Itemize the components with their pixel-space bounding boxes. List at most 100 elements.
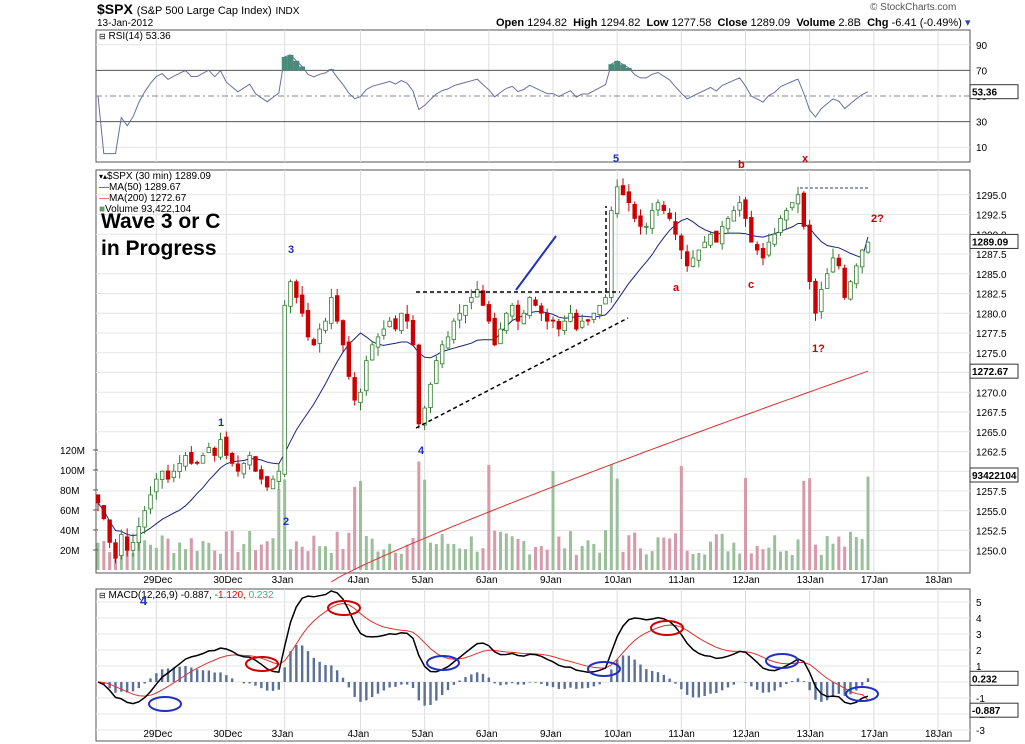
candle-body — [130, 541, 136, 551]
macd-histogram-bar — [808, 682, 811, 691]
volume-bar — [703, 554, 707, 570]
macd-histogram-bar — [615, 659, 619, 682]
volume-bar — [405, 544, 409, 570]
macd-histogram-bar — [744, 682, 747, 683]
macd-histogram-bar — [137, 682, 141, 689]
macd-histogram-bar — [499, 682, 502, 686]
x-tick-label: 18Jan — [925, 575, 952, 586]
volume-bar — [137, 533, 141, 570]
x-tick-label-macd: 11Jan — [668, 729, 695, 740]
volume-bar — [761, 549, 765, 570]
candle-body — [171, 470, 177, 478]
candle-body — [644, 225, 649, 228]
x-tick-label: 11Jan — [668, 575, 695, 586]
candle-body — [807, 224, 812, 283]
volume-bar — [347, 532, 351, 570]
close-label: Close — [717, 17, 748, 29]
macd-histogram-bar — [522, 682, 526, 685]
macd-histogram-bar — [452, 682, 456, 685]
candle-body — [848, 281, 853, 300]
chart-date: 13-Jan-2012 — [97, 18, 154, 29]
macd-histogram-bar — [586, 682, 590, 688]
volume-bar — [796, 539, 800, 570]
volume-bar — [656, 537, 660, 570]
wave-label: 1? — [812, 343, 825, 355]
macd-histogram-bar — [668, 678, 671, 682]
macd-histogram-bar — [645, 669, 648, 682]
volume-bar — [843, 546, 847, 570]
candle-body — [148, 494, 153, 510]
volume-bar — [201, 540, 205, 570]
macd-histogram-bar — [709, 682, 712, 694]
macd-histogram-bar — [417, 682, 421, 701]
volume-bar — [464, 549, 467, 570]
volume-bar — [213, 550, 217, 570]
candle-body — [159, 470, 165, 480]
volume-tick-label: 40M — [60, 526, 79, 537]
macd-highlight-ellipse — [765, 653, 799, 669]
volume-bar — [621, 551, 625, 570]
candle-body — [655, 202, 661, 211]
macd-histogram-bar — [750, 682, 753, 687]
macd-histogram-bar — [143, 682, 146, 684]
macd-histogram-bar — [598, 682, 601, 685]
volume-bar — [598, 552, 602, 570]
wave-label: a — [673, 282, 680, 294]
macd-histogram-bar — [470, 674, 473, 682]
macd-histogram-bar — [131, 682, 135, 692]
price-tick-label: 1270.0 — [976, 388, 1007, 399]
volume-bar — [831, 543, 835, 570]
macd-histogram-bar — [843, 682, 846, 696]
volume-bar — [860, 539, 864, 570]
macd-histogram-bar — [312, 657, 316, 682]
candle-body — [515, 304, 521, 322]
price-tick-label: 1282.5 — [976, 290, 1007, 301]
volume-bar — [569, 531, 572, 570]
rsi-line — [97, 54, 869, 155]
ma200-line — [331, 370, 869, 583]
x-tick-label: 3Jan — [272, 575, 294, 586]
macd-histogram-bar — [528, 682, 531, 683]
volume-bar — [744, 477, 747, 570]
x-tick-label-macd: 13Jan — [797, 729, 824, 740]
macd-histogram-bar — [563, 682, 566, 689]
candle-body — [690, 257, 696, 267]
macd-tick-label: 4 — [976, 614, 982, 625]
volume-bar — [551, 470, 555, 570]
macd-highlight-ellipse — [650, 620, 684, 636]
volume-bar — [300, 546, 304, 570]
candle-body — [789, 202, 795, 209]
volume-bar — [306, 551, 310, 570]
macd-histogram-bar — [481, 673, 485, 682]
macd-hist-value-label: 0.232 — [972, 674, 997, 685]
volume-value: 2.8B — [838, 17, 861, 29]
dropdown-caret-icon[interactable]: ▾ — [964, 17, 971, 29]
volume-bar — [808, 478, 812, 570]
candle-body — [813, 280, 818, 314]
collapse-icon[interactable]: ⊟ — [99, 591, 106, 600]
x-tick-label: 4Jan — [348, 575, 370, 586]
candle-body — [270, 478, 276, 490]
candle-body — [667, 212, 672, 219]
chg-value: -6.41 (-0.49%) — [891, 17, 962, 29]
volume-bar — [370, 538, 374, 570]
volume-bar — [557, 536, 561, 570]
volume-bar — [440, 534, 444, 570]
volume-bar — [254, 550, 257, 570]
candle-body — [323, 320, 328, 331]
collapse-icon[interactable]: ⊟ — [99, 32, 106, 41]
candle-body — [591, 312, 597, 320]
volume-bar — [131, 553, 135, 570]
candle-body — [422, 407, 427, 426]
candle-body — [556, 320, 562, 330]
candle-body — [766, 241, 772, 256]
volume-tick-label: 60M — [60, 506, 79, 517]
macd-histogram-bar — [230, 678, 234, 682]
rsi-overbought-fill — [293, 60, 300, 71]
macd-histogram-bar — [382, 682, 386, 691]
price-tick-label: 1287.5 — [976, 250, 1007, 261]
volume-bar — [475, 551, 479, 570]
x-tick-label: 5Jan — [412, 575, 434, 586]
volume-bar — [364, 536, 368, 570]
macd-histogram-bar — [184, 666, 187, 682]
